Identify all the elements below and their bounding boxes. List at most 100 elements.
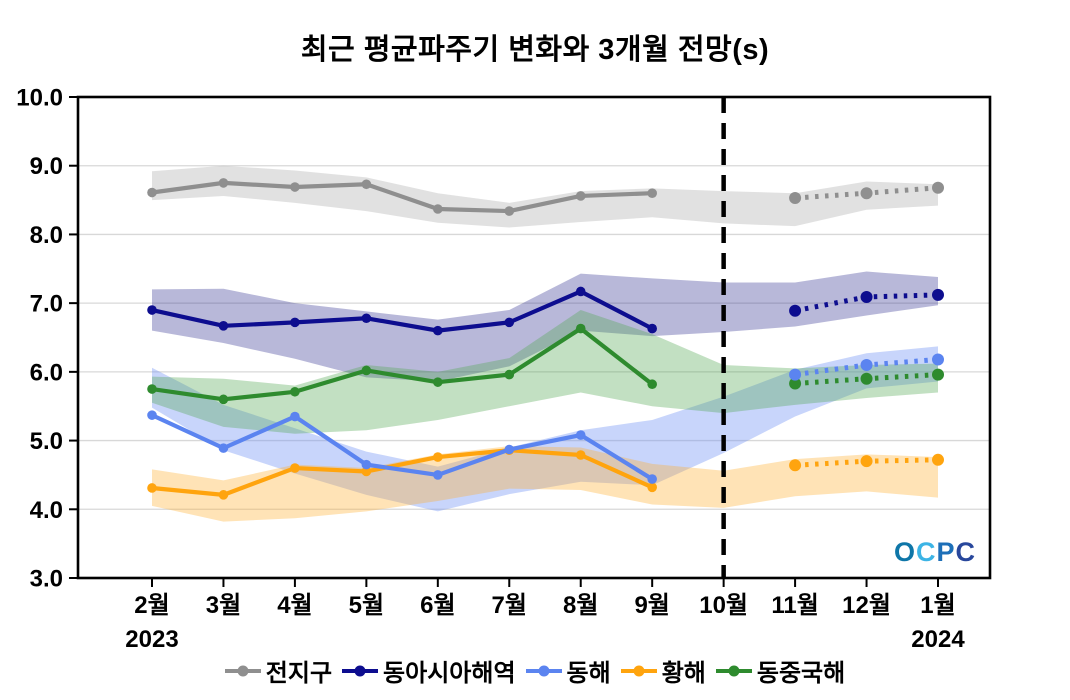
forecast-point bbox=[860, 455, 873, 468]
logo-letter: P bbox=[936, 537, 956, 567]
data-point bbox=[290, 386, 300, 397]
forecast-point bbox=[860, 290, 873, 303]
y-tick-label: 8.0 bbox=[30, 222, 63, 249]
data-point bbox=[575, 286, 586, 297]
data-point bbox=[361, 459, 372, 470]
data-point bbox=[647, 474, 657, 484]
legend-marker-icon bbox=[715, 665, 752, 676]
year-label: 2023 bbox=[125, 626, 178, 653]
y-tick-label: 10.0 bbox=[16, 85, 63, 112]
band-east-china-sea bbox=[152, 310, 938, 434]
legend-label: 동해 bbox=[566, 660, 611, 687]
data-point bbox=[504, 444, 515, 455]
data-point bbox=[647, 482, 657, 493]
legend-item-yellow-sea: 황해 bbox=[620, 653, 706, 688]
data-point bbox=[361, 179, 372, 190]
forecast-point bbox=[932, 181, 944, 194]
data-point bbox=[433, 452, 443, 462]
legend-marker-icon bbox=[224, 665, 261, 676]
data-point bbox=[147, 384, 157, 394]
forecast-point bbox=[860, 358, 873, 371]
x-tick-label: 4월 bbox=[277, 592, 312, 619]
data-point bbox=[575, 323, 586, 334]
forecast-point bbox=[932, 288, 944, 301]
forecast-point bbox=[932, 453, 944, 466]
data-point bbox=[433, 204, 443, 214]
legend-label: 동아시아해역 bbox=[383, 660, 516, 687]
forecast-point bbox=[789, 377, 802, 390]
x-tick-label: 11월 bbox=[771, 592, 818, 619]
data-point bbox=[504, 369, 515, 380]
data-point bbox=[433, 325, 443, 336]
observed-line-east-sea bbox=[151, 413, 654, 481]
x-tick-label: 7월 bbox=[492, 592, 527, 619]
forecast-point bbox=[860, 187, 873, 200]
x-tick-label: 2월 bbox=[134, 592, 169, 619]
data-point bbox=[575, 191, 586, 201]
band-yellow-sea bbox=[152, 446, 938, 522]
legend-item-east-china-sea: 동중국해 bbox=[715, 653, 846, 688]
y-tick-label: 5.0 bbox=[30, 428, 63, 455]
legend-label: 동중국해 bbox=[756, 660, 846, 687]
x-tick-label: 12월 bbox=[842, 592, 891, 619]
data-point bbox=[218, 394, 229, 405]
logo-letter: C bbox=[955, 537, 977, 567]
legend-marker-icon bbox=[525, 665, 562, 676]
logo-letter: O bbox=[894, 537, 917, 567]
data-point bbox=[218, 490, 229, 500]
y-tick-label: 6.0 bbox=[30, 359, 63, 386]
legend-item-global: 전지구 bbox=[224, 653, 333, 688]
data-point bbox=[147, 410, 157, 420]
chart-title: 최근 평균파주기 변화와 3개월 전망(s) bbox=[300, 34, 770, 66]
x-tick-label: 6월 bbox=[420, 592, 455, 619]
year-label: 2024 bbox=[911, 626, 965, 653]
data-point bbox=[504, 317, 515, 328]
data-point bbox=[290, 411, 300, 422]
data-point bbox=[575, 430, 586, 440]
y-tick-label: 4.0 bbox=[30, 497, 63, 524]
forecast-point bbox=[860, 372, 873, 385]
data-point bbox=[147, 187, 157, 198]
x-tick-label: 9월 bbox=[634, 592, 669, 619]
legend-item-east-sea: 동해 bbox=[525, 653, 611, 688]
data-point bbox=[147, 305, 157, 315]
forecast-point bbox=[789, 304, 802, 317]
logo-letter: C bbox=[916, 537, 937, 567]
chart-legend: 전지구 동아시아해역 동해 황해 동중국해 bbox=[0, 653, 1070, 688]
data-point bbox=[218, 443, 229, 453]
series-global bbox=[147, 178, 944, 216]
x-tick-label: 5월 bbox=[349, 592, 384, 619]
forecast-point bbox=[789, 368, 802, 381]
data-point bbox=[647, 188, 657, 198]
observed-line-yellow-sea bbox=[151, 448, 654, 497]
data-point bbox=[218, 321, 229, 331]
data-point bbox=[361, 313, 372, 324]
series-east-sea bbox=[147, 353, 944, 484]
series-east-china-sea bbox=[147, 323, 944, 405]
legend-label: 전지구 bbox=[265, 660, 333, 687]
data-point bbox=[433, 470, 443, 480]
observed-line-east-asia bbox=[151, 289, 654, 333]
observed-line-east-china-sea bbox=[151, 326, 654, 402]
data-point bbox=[575, 450, 586, 460]
plot-frame bbox=[76, 95, 992, 580]
data-point bbox=[433, 377, 443, 387]
y-tick-label: 9.0 bbox=[30, 153, 63, 180]
data-point bbox=[647, 379, 657, 390]
data-point bbox=[290, 463, 300, 473]
data-point bbox=[290, 317, 300, 328]
forecast-point bbox=[789, 192, 802, 205]
forecast-point bbox=[932, 353, 944, 366]
data-point bbox=[361, 365, 372, 376]
forecast-point bbox=[789, 459, 802, 472]
observed-line-global bbox=[151, 180, 653, 214]
forecast-point bbox=[932, 368, 944, 381]
data-point bbox=[504, 206, 515, 216]
band-global bbox=[152, 165, 938, 228]
data-point bbox=[147, 483, 157, 493]
x-tick-label: 10월 bbox=[699, 592, 748, 619]
data-point bbox=[218, 178, 229, 188]
legend-label: 황해 bbox=[661, 660, 706, 687]
legend-item-east-asia: 동아시아해역 bbox=[342, 653, 516, 688]
